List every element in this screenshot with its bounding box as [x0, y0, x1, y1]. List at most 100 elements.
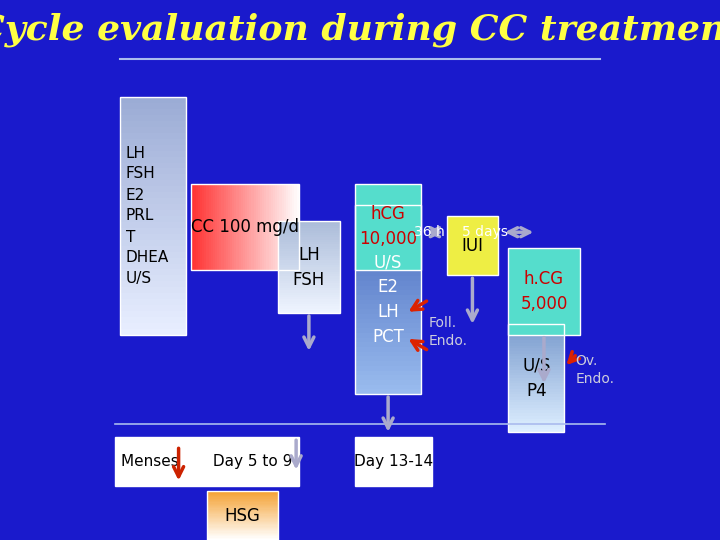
FancyBboxPatch shape — [120, 198, 186, 204]
FancyBboxPatch shape — [238, 184, 241, 270]
FancyBboxPatch shape — [278, 301, 340, 304]
FancyBboxPatch shape — [207, 495, 278, 496]
FancyBboxPatch shape — [207, 537, 278, 539]
FancyBboxPatch shape — [120, 103, 186, 109]
FancyBboxPatch shape — [278, 253, 340, 256]
FancyBboxPatch shape — [225, 184, 228, 270]
FancyBboxPatch shape — [355, 370, 421, 375]
FancyBboxPatch shape — [120, 144, 186, 151]
FancyBboxPatch shape — [207, 534, 278, 535]
FancyBboxPatch shape — [207, 535, 278, 536]
FancyBboxPatch shape — [207, 504, 278, 506]
Text: HSG: HSG — [225, 507, 261, 525]
FancyBboxPatch shape — [508, 359, 564, 362]
FancyBboxPatch shape — [508, 340, 564, 343]
FancyBboxPatch shape — [207, 516, 278, 518]
FancyBboxPatch shape — [355, 247, 421, 252]
FancyBboxPatch shape — [508, 369, 564, 373]
FancyBboxPatch shape — [207, 491, 278, 492]
FancyBboxPatch shape — [278, 292, 340, 295]
FancyBboxPatch shape — [278, 258, 340, 260]
FancyBboxPatch shape — [355, 205, 421, 210]
FancyBboxPatch shape — [508, 396, 564, 400]
FancyBboxPatch shape — [508, 423, 564, 427]
FancyBboxPatch shape — [230, 184, 233, 270]
FancyBboxPatch shape — [508, 429, 564, 432]
FancyBboxPatch shape — [508, 364, 564, 367]
FancyBboxPatch shape — [207, 184, 209, 270]
FancyBboxPatch shape — [508, 367, 564, 370]
FancyBboxPatch shape — [207, 520, 278, 522]
FancyBboxPatch shape — [207, 498, 278, 500]
FancyBboxPatch shape — [278, 287, 340, 291]
FancyBboxPatch shape — [355, 242, 421, 248]
FancyBboxPatch shape — [278, 271, 340, 274]
FancyBboxPatch shape — [207, 523, 278, 524]
FancyBboxPatch shape — [355, 313, 421, 319]
FancyBboxPatch shape — [211, 184, 213, 270]
FancyBboxPatch shape — [355, 356, 421, 361]
FancyBboxPatch shape — [355, 289, 421, 295]
FancyBboxPatch shape — [120, 245, 186, 252]
FancyBboxPatch shape — [196, 184, 198, 270]
FancyBboxPatch shape — [120, 305, 186, 311]
FancyBboxPatch shape — [207, 536, 278, 538]
FancyBboxPatch shape — [120, 293, 186, 299]
FancyBboxPatch shape — [278, 230, 340, 233]
FancyBboxPatch shape — [207, 529, 278, 530]
FancyBboxPatch shape — [262, 184, 265, 270]
FancyBboxPatch shape — [264, 184, 267, 270]
FancyBboxPatch shape — [355, 256, 421, 262]
FancyBboxPatch shape — [508, 353, 564, 356]
FancyBboxPatch shape — [355, 361, 421, 366]
FancyBboxPatch shape — [232, 184, 235, 270]
FancyBboxPatch shape — [355, 337, 421, 342]
FancyBboxPatch shape — [508, 375, 564, 378]
FancyBboxPatch shape — [120, 162, 186, 168]
FancyBboxPatch shape — [245, 184, 248, 270]
FancyBboxPatch shape — [207, 501, 278, 502]
Text: Ov.
Endo.: Ov. Endo. — [576, 354, 615, 386]
FancyBboxPatch shape — [207, 503, 278, 505]
FancyBboxPatch shape — [120, 221, 186, 228]
FancyBboxPatch shape — [120, 210, 186, 216]
FancyBboxPatch shape — [120, 192, 186, 198]
FancyBboxPatch shape — [207, 530, 278, 531]
Text: hCG
10,000: hCG 10,000 — [359, 205, 417, 248]
FancyBboxPatch shape — [275, 184, 278, 270]
FancyBboxPatch shape — [278, 278, 340, 281]
FancyBboxPatch shape — [114, 437, 299, 486]
FancyBboxPatch shape — [355, 184, 421, 270]
FancyBboxPatch shape — [278, 237, 340, 240]
FancyBboxPatch shape — [355, 238, 421, 243]
FancyBboxPatch shape — [278, 308, 340, 311]
FancyBboxPatch shape — [355, 210, 421, 214]
FancyBboxPatch shape — [207, 507, 278, 509]
FancyBboxPatch shape — [236, 184, 239, 270]
FancyBboxPatch shape — [120, 126, 186, 133]
FancyBboxPatch shape — [508, 380, 564, 383]
FancyBboxPatch shape — [120, 109, 186, 115]
FancyBboxPatch shape — [355, 214, 421, 219]
FancyBboxPatch shape — [278, 299, 340, 302]
FancyBboxPatch shape — [120, 174, 186, 180]
Text: U/S
P4: U/S P4 — [522, 356, 551, 400]
FancyBboxPatch shape — [284, 184, 287, 270]
FancyBboxPatch shape — [508, 337, 564, 340]
FancyBboxPatch shape — [207, 509, 278, 511]
FancyBboxPatch shape — [278, 223, 340, 226]
FancyBboxPatch shape — [243, 184, 246, 270]
FancyBboxPatch shape — [207, 510, 278, 512]
FancyBboxPatch shape — [508, 407, 564, 410]
FancyBboxPatch shape — [508, 418, 564, 421]
FancyBboxPatch shape — [120, 287, 186, 293]
FancyBboxPatch shape — [207, 514, 278, 516]
FancyBboxPatch shape — [207, 525, 278, 526]
FancyBboxPatch shape — [355, 342, 421, 347]
Text: Day 13-14: Day 13-14 — [354, 454, 433, 469]
FancyBboxPatch shape — [508, 421, 564, 424]
FancyBboxPatch shape — [508, 388, 564, 392]
FancyBboxPatch shape — [508, 410, 564, 413]
FancyBboxPatch shape — [278, 255, 340, 258]
FancyBboxPatch shape — [207, 519, 278, 521]
